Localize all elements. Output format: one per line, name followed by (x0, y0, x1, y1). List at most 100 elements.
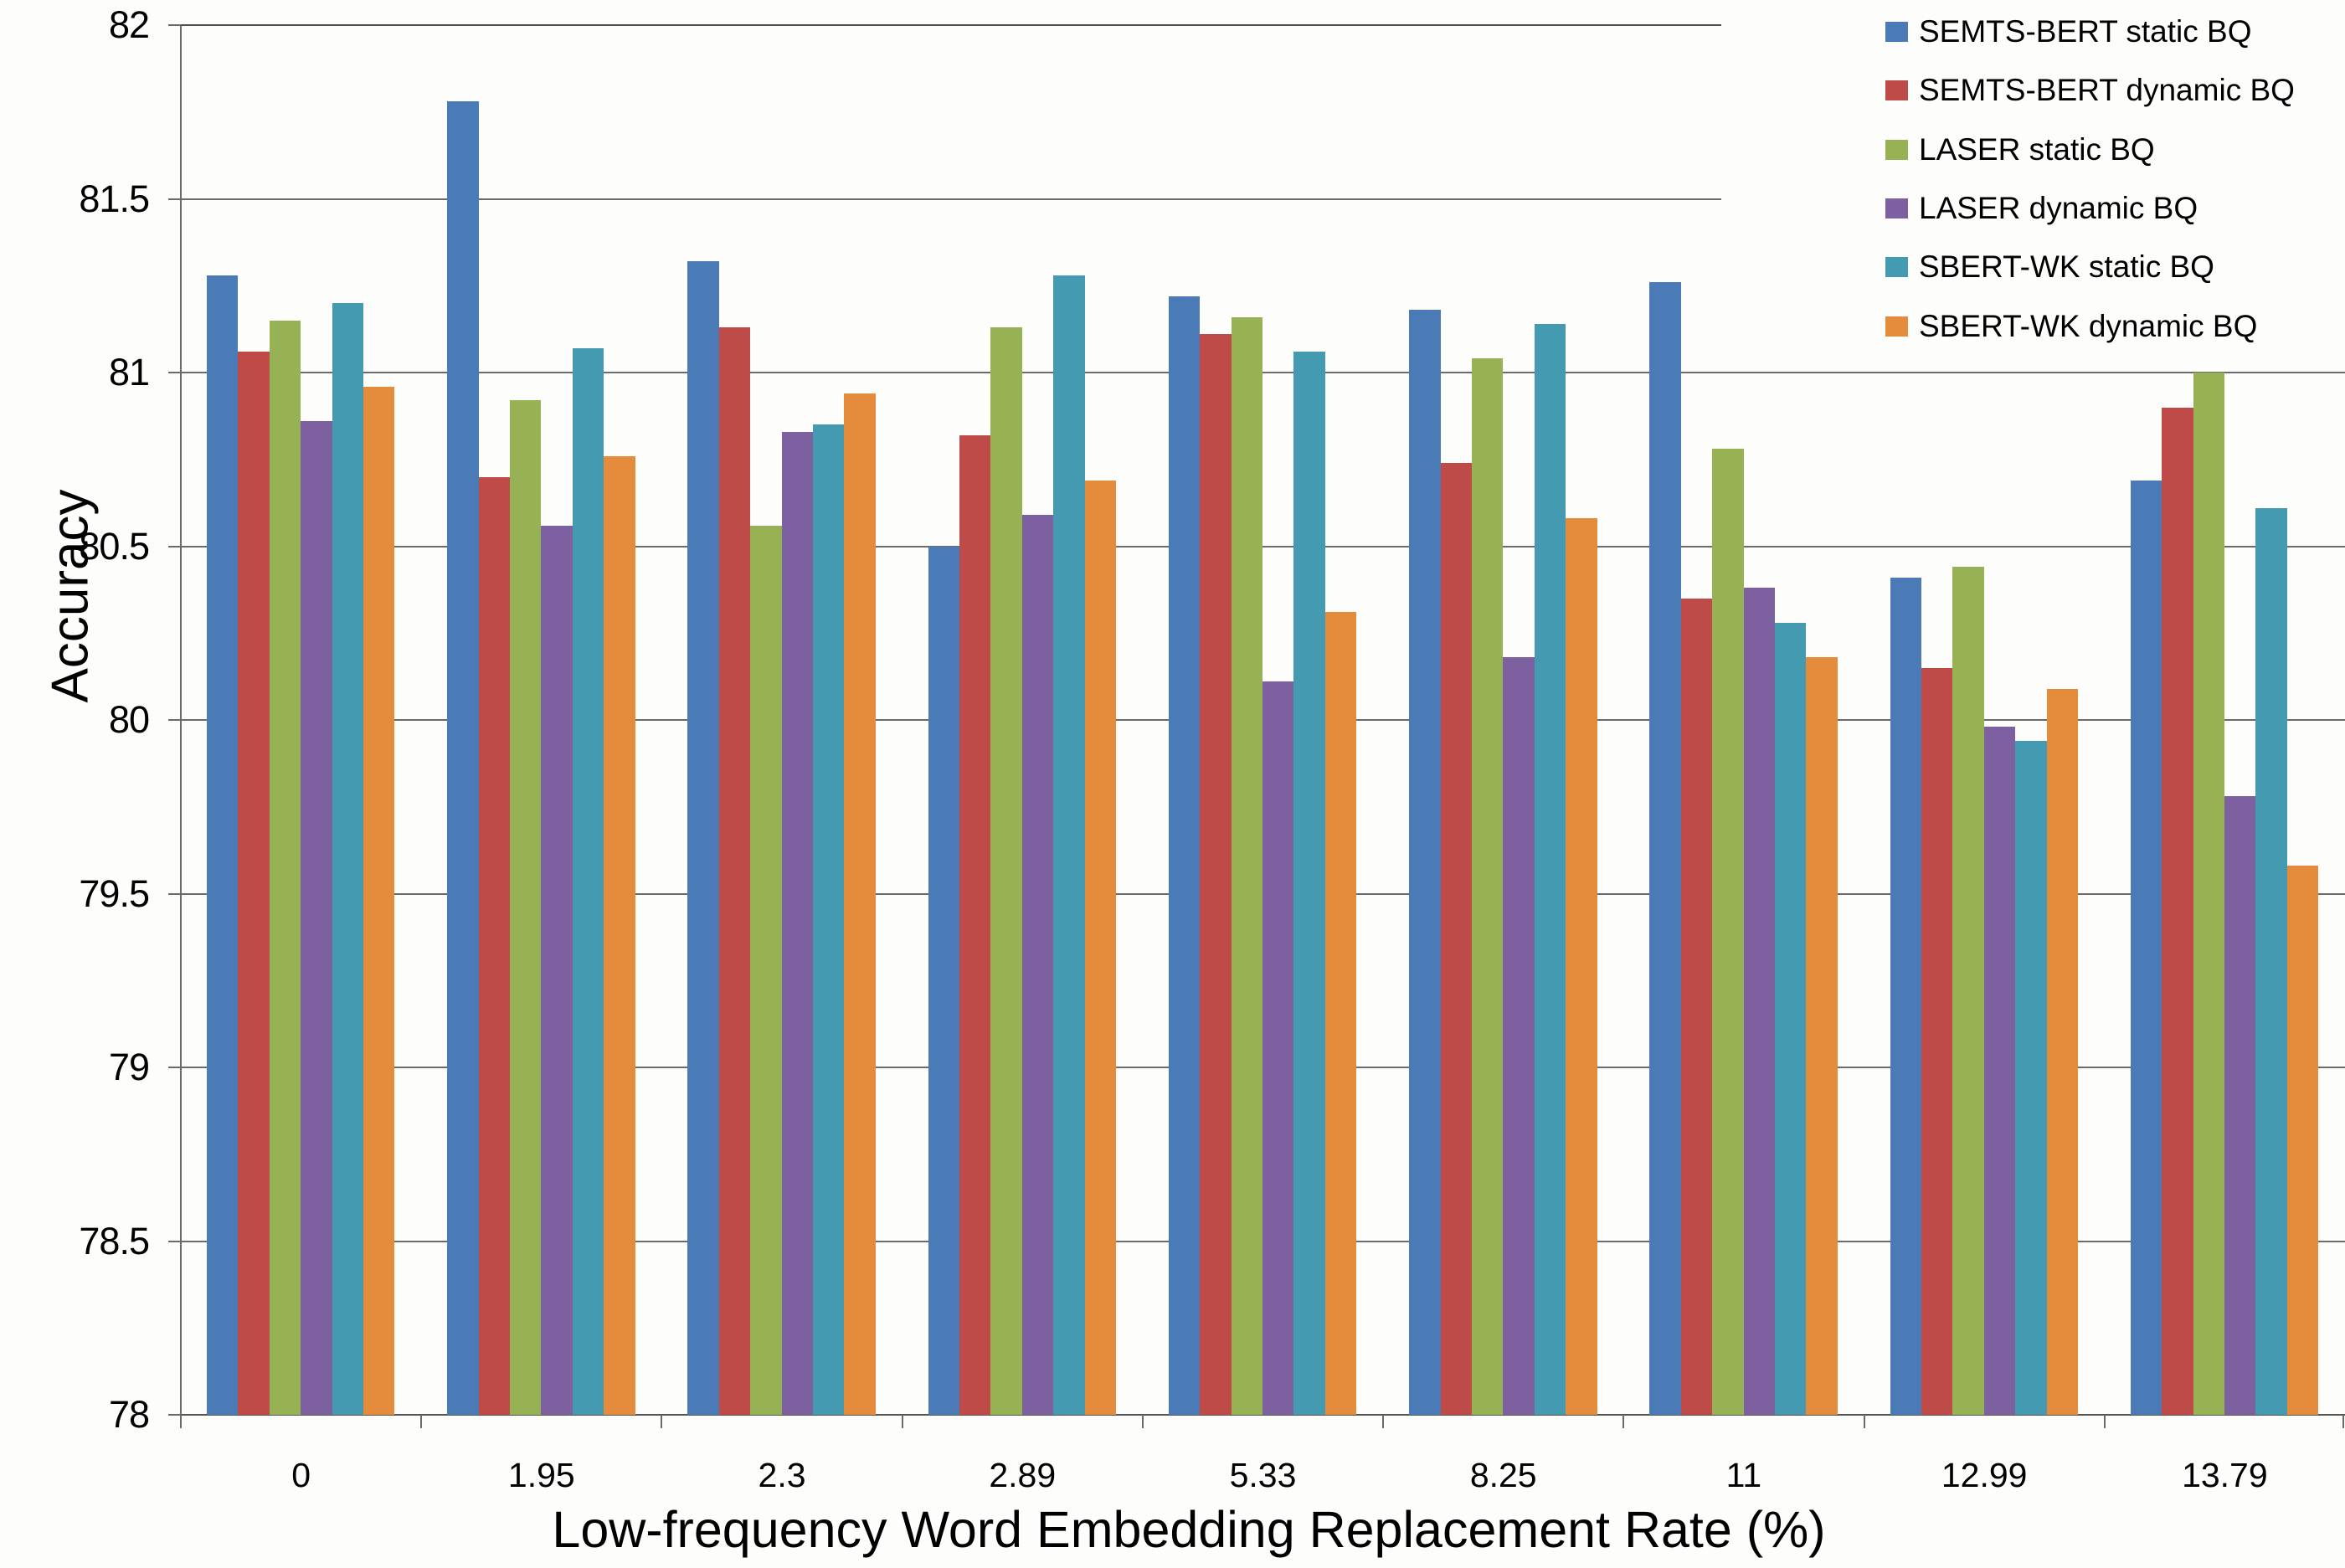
legend-swatch (1885, 316, 1908, 337)
bar (1440, 462, 1472, 1415)
bar (1231, 316, 1263, 1415)
x-tick-label: 13.79 (2182, 1456, 2268, 1494)
x-tick-mark (1622, 1415, 1625, 1428)
y-tick-label: 78 (108, 1393, 150, 1436)
y-tick-label: 82 (108, 3, 150, 46)
gridline (181, 372, 2345, 373)
bar (1409, 310, 1441, 1415)
y-tick-label: 80 (108, 698, 150, 741)
bar (1743, 588, 1775, 1415)
bar (1534, 323, 1566, 1415)
bar (604, 455, 635, 1415)
bar (447, 101, 479, 1415)
bar (990, 327, 1022, 1415)
bar (2162, 407, 2193, 1415)
bar (718, 327, 751, 1415)
bar (2015, 740, 2047, 1415)
x-tick-label: 2.3 (758, 1456, 806, 1494)
x-tick-mark (901, 1415, 903, 1428)
x-tick-mark (1141, 1415, 1144, 1428)
bar (1503, 657, 1535, 1415)
y-tick-mark (168, 892, 181, 895)
bar (813, 424, 845, 1415)
legend-item: SEMTS-BERT static BQ (1885, 13, 2252, 50)
bar (2193, 373, 2224, 1415)
legend-item: LASER static BQ (1885, 131, 2155, 168)
bar (572, 347, 604, 1415)
bar (363, 386, 395, 1415)
bar (541, 525, 573, 1415)
x-tick-label: 8.25 (1469, 1456, 1537, 1494)
legend-label: SBERT-WK dynamic BQ (1919, 308, 2258, 343)
gridline (181, 24, 1721, 26)
bar (2130, 480, 2162, 1415)
y-tick-label: 79 (108, 1046, 150, 1088)
bar (2255, 507, 2287, 1415)
y-tick-mark (168, 24, 181, 26)
bar (1084, 480, 1117, 1415)
legend-swatch (1885, 198, 1908, 218)
bar (1806, 657, 1838, 1415)
y-tick-mark (168, 1067, 181, 1068)
bar (207, 275, 239, 1415)
bar (1324, 612, 1357, 1415)
legend-label: SEMTS-BERT static BQ (1919, 14, 2252, 49)
legend-item: LASER dynamic BQ (1885, 190, 2198, 227)
bar (238, 352, 270, 1415)
gridline (181, 545, 2345, 548)
bar (1566, 518, 1597, 1415)
legend-label: SBERT-WK static BQ (1919, 249, 2214, 285)
y-axis-line (180, 25, 182, 1428)
bar (1168, 296, 1201, 1415)
x-tick-mark (1382, 1415, 1385, 1428)
y-tick-mark (168, 545, 181, 548)
bar (1262, 681, 1294, 1415)
legend-label: LASER static BQ (1919, 131, 2155, 167)
x-tick-label: 2.89 (989, 1456, 1057, 1494)
bar (1890, 577, 1921, 1415)
y-tick-label: 81.5 (79, 177, 150, 220)
y-tick-mark (168, 198, 181, 200)
x-axis-title: Low-frequency Word Embedding Replacement… (552, 1501, 1826, 1558)
x-tick-mark (2103, 1415, 2106, 1428)
bar (781, 431, 814, 1415)
bar (1952, 567, 1984, 1415)
y-tick-label: 81 (108, 351, 150, 393)
bar (510, 400, 542, 1415)
legend-swatch (1885, 139, 1908, 160)
legend-swatch (1885, 80, 1908, 101)
legend-item: SBERT-WK static BQ (1885, 249, 2214, 285)
x-tick-mark (1863, 1415, 1865, 1428)
legend-label: SEMTS-BERT dynamic BQ (1919, 73, 2295, 108)
x-tick-label: 0 (291, 1456, 311, 1494)
y-axis-title: Accuracy (41, 489, 100, 703)
bar (301, 421, 332, 1415)
y-tick-label: 78.5 (79, 1219, 150, 1262)
y-tick-label: 80.5 (79, 524, 150, 568)
y-tick-mark (168, 372, 181, 373)
x-tick-mark (2342, 1415, 2344, 1428)
x-tick-mark (420, 1415, 423, 1428)
bar (2224, 796, 2256, 1415)
legend-item: SEMTS-BERT dynamic BQ (1885, 72, 2295, 109)
gridline (181, 198, 1721, 200)
bar (1983, 727, 2016, 1415)
bar (844, 393, 876, 1415)
bar (1649, 282, 1681, 1415)
legend-swatch (1885, 257, 1908, 278)
bar (478, 476, 510, 1415)
bar (1200, 334, 1232, 1415)
bar (1680, 598, 1713, 1415)
bar (1774, 622, 1807, 1415)
x-tick-label: 11 (1725, 1456, 1762, 1494)
x-tick-mark (180, 1415, 182, 1428)
y-tick-label: 79.5 (79, 871, 150, 915)
y-tick-mark (168, 719, 181, 721)
gridline (181, 1414, 2345, 1416)
legend-item: SBERT-WK dynamic BQ (1885, 308, 2257, 345)
bar (928, 546, 960, 1415)
bar (687, 261, 719, 1415)
bar (1021, 515, 1054, 1415)
bar (959, 434, 991, 1415)
